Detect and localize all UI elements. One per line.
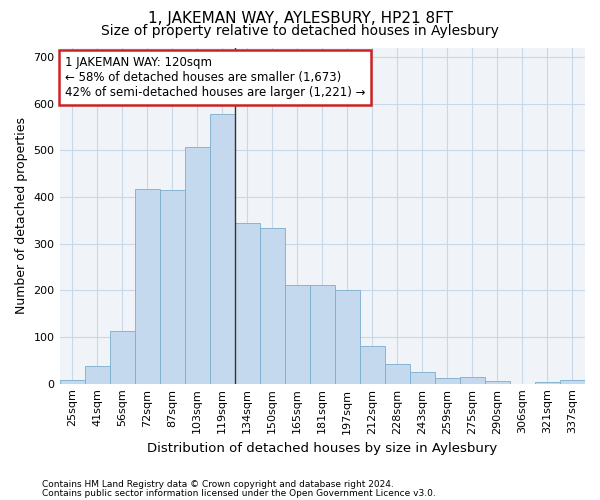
- Text: Contains HM Land Registry data © Crown copyright and database right 2024.: Contains HM Land Registry data © Crown c…: [42, 480, 394, 489]
- Bar: [460, 377, 485, 384]
- Y-axis label: Number of detached properties: Number of detached properties: [15, 117, 28, 314]
- Bar: [185, 147, 209, 384]
- Bar: [435, 378, 460, 384]
- Bar: [410, 372, 435, 384]
- Text: 1 JAKEMAN WAY: 120sqm
← 58% of detached houses are smaller (1,673)
42% of semi-d: 1 JAKEMAN WAY: 120sqm ← 58% of detached …: [65, 56, 365, 99]
- Bar: [560, 380, 585, 384]
- Bar: [535, 382, 560, 384]
- Bar: [59, 380, 85, 384]
- Bar: [235, 222, 260, 384]
- Bar: [110, 331, 134, 384]
- Bar: [385, 364, 410, 384]
- Text: Contains public sector information licensed under the Open Government Licence v3: Contains public sector information licen…: [42, 488, 436, 498]
- Bar: [285, 285, 310, 384]
- X-axis label: Distribution of detached houses by size in Aylesbury: Distribution of detached houses by size …: [147, 442, 497, 455]
- Bar: [134, 188, 160, 384]
- Bar: [360, 346, 385, 384]
- Bar: [160, 190, 185, 384]
- Bar: [485, 382, 510, 384]
- Bar: [85, 366, 110, 384]
- Bar: [260, 228, 285, 384]
- Text: 1, JAKEMAN WAY, AYLESBURY, HP21 8FT: 1, JAKEMAN WAY, AYLESBURY, HP21 8FT: [148, 11, 452, 26]
- Bar: [209, 114, 235, 384]
- Bar: [335, 290, 360, 384]
- Text: Size of property relative to detached houses in Aylesbury: Size of property relative to detached ho…: [101, 24, 499, 38]
- Bar: [310, 285, 335, 384]
